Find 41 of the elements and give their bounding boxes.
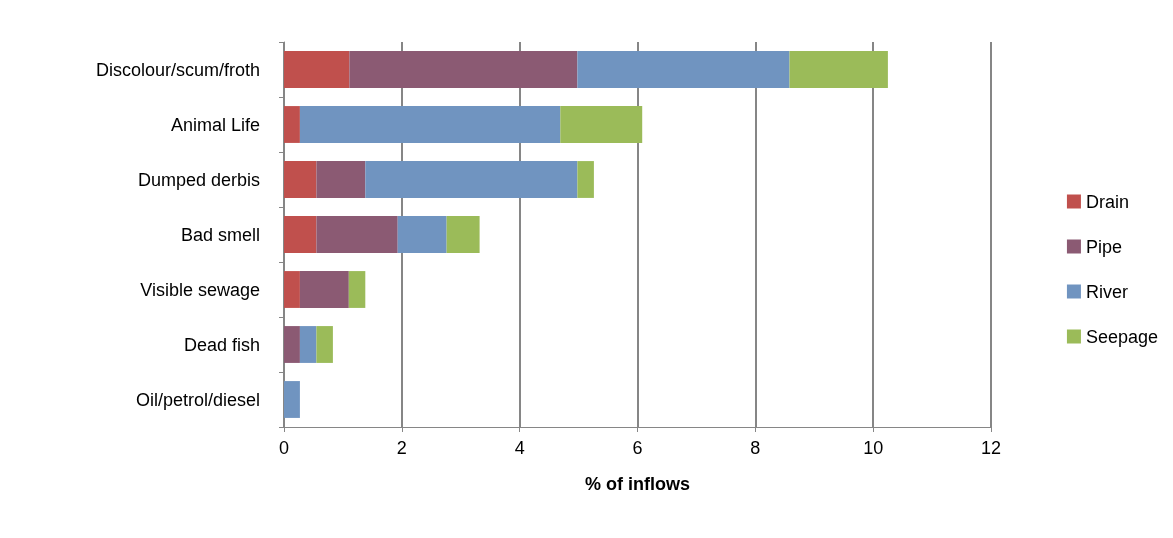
bar [299, 271, 349, 308]
x-tick-label: 10 [863, 438, 884, 458]
bar [299, 106, 561, 143]
bar [349, 51, 578, 88]
x-tick-label: 6 [632, 438, 643, 458]
bar [316, 216, 398, 253]
bar [365, 161, 578, 198]
bar [560, 106, 643, 143]
legend-label: Pipe [1085, 236, 1122, 257]
y-tick-label: Dead fish [183, 334, 260, 355]
bar [316, 161, 366, 198]
y-tick-label: Dumped derbis [137, 169, 260, 190]
legend-label: River [1085, 281, 1128, 302]
bar [397, 216, 447, 253]
bar [284, 161, 317, 198]
y-tick-label: Discolour/scum/froth [95, 59, 260, 80]
bar [446, 216, 480, 253]
x-tick-label: 12 [980, 438, 1002, 458]
x-tick-label: 2 [396, 438, 407, 458]
x-tick-label: 8 [750, 438, 761, 458]
bar [284, 51, 350, 88]
bar [284, 106, 300, 143]
bar [577, 51, 790, 88]
bar [284, 271, 300, 308]
x-tick-label: 4 [514, 438, 525, 458]
y-tick-label: Bad smell [180, 224, 260, 245]
legend-label: Drain [1085, 191, 1129, 212]
bar [789, 51, 888, 88]
bar [284, 326, 300, 363]
bar [299, 326, 317, 363]
y-tick-label: Visible sewage [140, 279, 260, 300]
bar [284, 216, 317, 253]
legend-label: Seepage [1085, 326, 1159, 347]
x-tick-label: 0 [278, 438, 290, 458]
y-tick-label: Oil/petrol/diesel [135, 389, 260, 410]
y-tick-label: Animal Life [170, 114, 260, 135]
x-axis-title: % of inflows [585, 474, 690, 494]
bar [284, 381, 300, 418]
bar [577, 161, 594, 198]
bar [348, 271, 366, 308]
bar [316, 326, 333, 363]
